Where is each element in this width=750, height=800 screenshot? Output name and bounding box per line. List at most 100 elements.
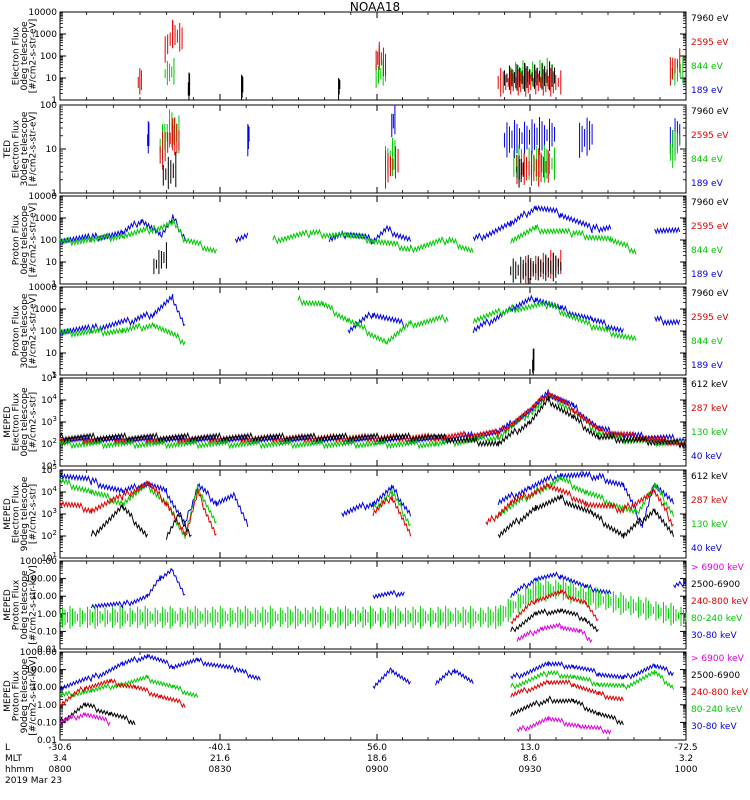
y-tick-label: 10.00	[31, 683, 57, 693]
y-axis-label: MEPED	[3, 680, 13, 712]
data-series-line	[516, 622, 593, 644]
legend-entry: 844 eV	[691, 337, 724, 347]
legend-entry: 40 keV	[691, 452, 723, 462]
data-series-line	[510, 660, 674, 680]
y-tick-label: 1000.00	[20, 557, 57, 567]
y-tick-label: 1000	[34, 30, 57, 40]
y-tick-label: 1	[51, 280, 57, 290]
y-axis-label: [#/cm2-s-str]	[29, 484, 39, 544]
data-series-line	[59, 321, 186, 347]
legend-entry: 80-240 keV	[691, 705, 743, 715]
y-axis-label: 0deg telescope	[20, 387, 30, 457]
panel-frame	[59, 560, 687, 650]
y-tick-label: 104	[41, 393, 57, 406]
y-tick-label: 1000	[34, 214, 57, 224]
legend-entry: 189 eV	[691, 361, 724, 371]
y-axis-label: Electron Flux	[12, 484, 22, 543]
legend-entry: 7960 eV	[691, 198, 729, 208]
legend-entry: 844 eV	[691, 62, 724, 72]
data-series-line	[472, 294, 624, 334]
x-tick-label: 21.6	[210, 754, 230, 764]
y-axis-label: [#/cm2-s-str-keV]	[29, 565, 39, 644]
y-tick-label: 100.00	[26, 666, 58, 676]
legend-entry: 287 keV	[691, 496, 728, 506]
y-tick-label: 10	[46, 349, 58, 359]
data-series-line	[59, 702, 136, 726]
y-tick-label: 103	[41, 415, 57, 428]
data-series-line	[372, 489, 411, 527]
x-tick-label: 3.2	[679, 754, 693, 764]
legend-entry: 189 eV	[691, 86, 724, 96]
y-tick-label: 100	[40, 52, 57, 62]
data-series-line	[510, 223, 637, 255]
y-tick-label: 103	[41, 507, 57, 520]
y-tick-label: 1000.00	[20, 648, 57, 658]
legend-entry: 7960 eV	[691, 14, 729, 24]
x-row-label: MLT	[5, 754, 23, 764]
y-tick-label: 1	[51, 96, 57, 106]
data-series-line	[59, 480, 217, 537]
data-series-line	[510, 695, 624, 726]
data-series-line	[372, 589, 405, 600]
y-axis-label: 0deg telescope	[20, 570, 30, 640]
data-series-line	[497, 475, 674, 518]
y-axis-label: 0deg telescope	[20, 205, 30, 275]
data-series-line	[165, 511, 192, 540]
data-series-line	[59, 674, 199, 699]
x-row-label: L	[5, 743, 10, 753]
y-axis-label: [#/cm2-s-str-eV]	[29, 203, 39, 278]
data-series-line	[372, 667, 412, 690]
y-tick-label: 1000	[34, 305, 57, 315]
y-axis-label: 90deg telescope	[20, 476, 30, 551]
y-axis-label: [#/cm2-s-str-eV]	[29, 19, 39, 94]
legend-entry: 2595 eV	[691, 131, 729, 141]
y-tick-label: 0.01	[37, 736, 57, 746]
data-series-line	[59, 653, 261, 691]
legend-entry: 30-80 keV	[691, 631, 737, 641]
legend-entry: 240-800 keV	[691, 597, 749, 607]
legend-entry: 189 eV	[691, 179, 724, 189]
legend-entry: 612 keV	[691, 472, 728, 482]
y-axis-label: Proton Flux	[12, 579, 22, 630]
y-axis-label: 0deg telescope	[20, 21, 30, 91]
data-series-line	[328, 224, 412, 246]
chart-title: NOAA18	[350, 0, 400, 14]
y-tick-label: 1.00	[37, 610, 57, 620]
y-axis-label: Electron Flux	[12, 26, 22, 85]
x-tick-label: 1000	[675, 765, 698, 775]
legend-entry: 612 keV	[691, 380, 728, 390]
x-tick-label: 8.6	[523, 754, 538, 764]
data-series-line	[510, 571, 612, 598]
y-tick-label: 105	[41, 371, 57, 384]
y-axis-label: Proton Flux	[12, 214, 22, 265]
y-axis-label: Electron Flux	[12, 119, 22, 178]
x-tick-label: 0800	[49, 765, 72, 775]
x-tick-label: 3.4	[53, 754, 68, 764]
legend-entry: 80-240 keV	[691, 614, 743, 624]
y-axis-label: MEPED	[3, 498, 13, 530]
legend-entry: 2500-6900	[691, 580, 740, 590]
x-tick-label: 18.6	[367, 754, 387, 764]
y-tick-label: 102	[41, 529, 57, 542]
data-series-line	[347, 311, 405, 335]
legend-entry: 2595 eV	[691, 313, 729, 323]
y-axis-label: MEPED	[3, 589, 13, 621]
y-axis-label: [#/cm2-s-str]	[29, 392, 39, 452]
y-tick-label: 102	[41, 437, 57, 450]
y-tick-label: 1	[51, 371, 57, 381]
data-series-line	[59, 477, 217, 539]
y-tick-label: 0.01	[37, 645, 57, 655]
y-tick-label: 100.00	[26, 575, 58, 585]
y-axis-label: MEPED	[3, 406, 13, 438]
x-tick-label: 56.0	[367, 743, 387, 753]
data-series-line	[234, 232, 249, 244]
data-series-line	[90, 567, 186, 610]
y-axis-label: [#/cm2-s-str-eV]	[29, 294, 39, 369]
y-tick-label: 0.10	[37, 718, 57, 728]
y-tick-label: 10	[46, 258, 58, 268]
y-tick-label: 105	[41, 463, 57, 476]
y-axis-label: 30deg telescope	[20, 293, 30, 368]
legend-entry: 2500-6900	[691, 671, 740, 681]
y-tick-label: 10	[46, 145, 58, 155]
